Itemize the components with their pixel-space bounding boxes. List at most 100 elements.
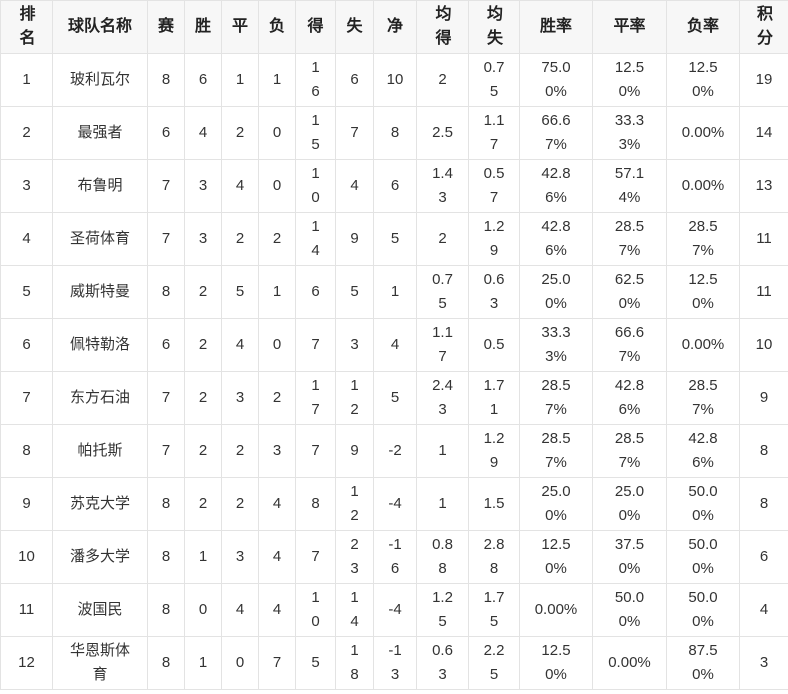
column-header-points[interactable]: 积分 (739, 0, 788, 54)
cell-value: 1.25 (432, 589, 453, 630)
cell-value: 潘多大学 (69, 548, 130, 566)
cell-goals-for: 5 (295, 636, 336, 690)
cell-value: 5 (311, 654, 320, 672)
cell-value: 14 (311, 218, 320, 259)
cell-losses: 0 (258, 159, 296, 213)
cell-rank: 6 (0, 318, 53, 372)
cell-value: 1.71 (483, 377, 505, 418)
cell-value: 4 (272, 601, 282, 619)
cell-goal-diff: -13 (373, 636, 417, 690)
cell-played: 6 (147, 106, 185, 160)
column-header-played[interactable]: 赛 (147, 0, 185, 54)
cell-value: 8 (22, 442, 31, 460)
cell-value: 8 (161, 601, 171, 619)
cell-win-rate: 25.00% (519, 477, 593, 531)
cell-value: 19 (755, 71, 773, 89)
cell-value: 8 (390, 124, 400, 142)
cell-value: 11 (756, 283, 772, 301)
column-header-win-rate[interactable]: 胜率 (519, 0, 593, 54)
cell-points: 10 (739, 318, 788, 372)
cell-goal-diff: 5 (373, 371, 417, 425)
cell-value: 2 (198, 336, 208, 354)
cell-goals-for: 14 (295, 212, 336, 266)
cell-loss-rate: 0.00% (666, 318, 740, 372)
cell-value: 6 (390, 177, 400, 195)
column-header-team-name[interactable]: 球队名称 (52, 0, 148, 54)
cell-losses: 4 (258, 583, 296, 637)
cell-value: 0.57 (483, 165, 505, 206)
cell-draws: 0 (221, 636, 259, 690)
table-row: 8 帕托斯 7 2 2 3 7 9 -2 1 1.29 28.57% 28.57% 42.86% 8 (0, 424, 788, 478)
table-row: 4 圣荷体育 7 3 2 2 14 9 5 2 1.29 42.86% 28.57% 28.57% 11 (0, 212, 788, 266)
column-header-avg-for[interactable]: 均得 (416, 0, 469, 54)
column-header-avg-against[interactable]: 均失 (468, 0, 520, 54)
column-header-wins[interactable]: 胜 (184, 0, 222, 54)
cell-played: 8 (147, 636, 185, 690)
cell-value: 5 (235, 283, 245, 301)
column-header-goals-for[interactable]: 得 (295, 0, 336, 54)
cell-goals-against: 4 (335, 159, 374, 213)
column-header-label: 负率 (686, 17, 719, 35)
table-row: 11 波国民 8 0 4 4 10 14 -4 1.25 1.75 0.00% 50.00% 50.00%… (0, 583, 788, 637)
cell-value: 87.50% (688, 642, 718, 683)
cell-wins: 3 (184, 159, 222, 213)
cell-value: 10 (311, 589, 320, 630)
cell-rank: 10 (0, 530, 53, 584)
cell-loss-rate: 12.50% (666, 53, 740, 107)
cell-avg-against: 1.29 (468, 212, 520, 266)
cell-value: 1 (235, 71, 245, 89)
cell-draw-rate: 28.57% (592, 212, 667, 266)
cell-value: 0 (235, 654, 245, 672)
cell-value: 4 (272, 495, 282, 513)
cell-value: 62.50% (614, 271, 645, 312)
cell-value: 0.00% (681, 177, 725, 195)
table-row: 1 玻利瓦尔 8 6 1 1 16 6 10 2 0.75 75.00% 12.50% 12.50% 19 (0, 53, 788, 107)
cell-goals-for: 17 (295, 371, 336, 425)
cell-value: 1.17 (483, 112, 505, 153)
cell-loss-rate: 28.57% (666, 212, 740, 266)
cell-value: -2 (388, 442, 402, 460)
table-row: 6 佩特勒洛 6 2 4 0 7 3 4 1.17 0.5 33.33% 66.67% 0.00% 10 (0, 318, 788, 372)
cell-wins: 0 (184, 583, 222, 637)
cell-value: 3 (235, 548, 245, 566)
column-header-losses[interactable]: 负 (258, 0, 296, 54)
column-header-draw-rate[interactable]: 平率 (592, 0, 667, 54)
cell-value: 7 (161, 177, 171, 195)
cell-avg-for: 2 (416, 212, 469, 266)
cell-draws: 5 (221, 265, 259, 319)
cell-avg-for: 2.43 (416, 371, 469, 425)
cell-value: 4 (198, 124, 208, 142)
cell-team-name: 威斯特曼 (52, 265, 148, 319)
cell-win-rate: 12.50% (519, 636, 593, 690)
cell-value: 12.50% (688, 271, 718, 312)
cell-goals-for: 16 (295, 53, 336, 107)
cell-goals-for: 8 (295, 477, 336, 531)
cell-value: 7 (161, 442, 171, 460)
cell-avg-against: 2.88 (468, 530, 520, 584)
cell-avg-for: 2.5 (416, 106, 469, 160)
column-header-label: 排名 (19, 6, 36, 47)
cell-value: 2 (198, 389, 208, 407)
cell-win-rate: 25.00% (519, 265, 593, 319)
cell-value: 6 (22, 336, 31, 354)
cell-wins: 2 (184, 265, 222, 319)
column-header-goals-against[interactable]: 失 (335, 0, 374, 54)
cell-draw-rate: 28.57% (592, 424, 667, 478)
cell-goals-against: 14 (335, 583, 374, 637)
cell-draws: 4 (221, 583, 259, 637)
column-header-loss-rate[interactable]: 负率 (666, 0, 740, 54)
cell-goals-for: 10 (295, 159, 336, 213)
cell-rank: 12 (0, 636, 53, 690)
column-header-draws[interactable]: 平 (221, 0, 259, 54)
cell-avg-against: 1.71 (468, 371, 520, 425)
cell-draws: 3 (221, 371, 259, 425)
column-header-rank[interactable]: 排名 (0, 0, 53, 54)
column-header-label: 负 (268, 17, 285, 35)
cell-team-name: 玻利瓦尔 (52, 53, 148, 107)
cell-win-rate: 75.00% (519, 53, 593, 107)
cell-value: 42.86% (541, 165, 571, 206)
cell-value: 0.5 (483, 336, 505, 354)
column-header-goal-diff[interactable]: 净 (373, 0, 417, 54)
cell-draw-rate: 50.00% (592, 583, 667, 637)
cell-goal-diff: -4 (373, 583, 417, 637)
